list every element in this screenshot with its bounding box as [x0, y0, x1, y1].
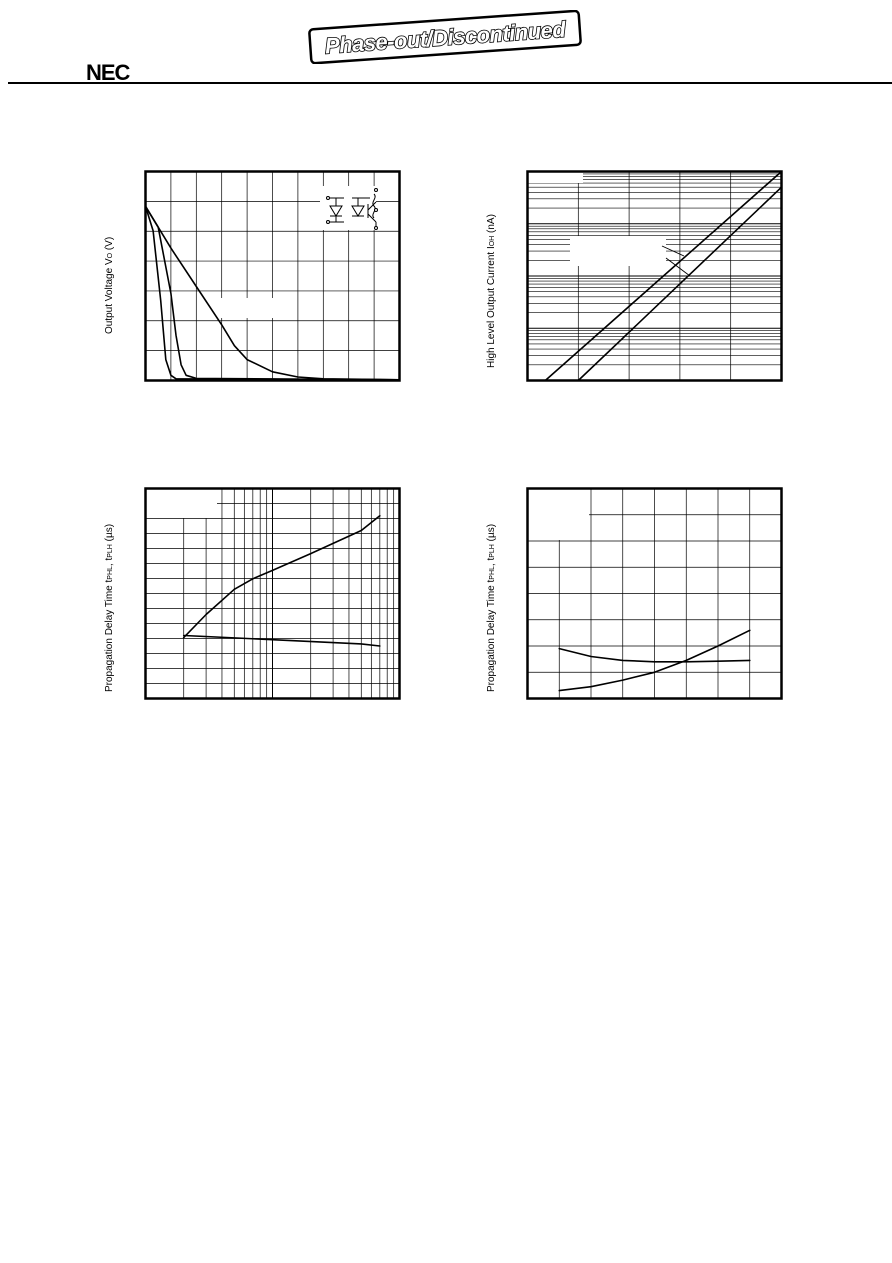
propagation-delay-linear-y-axis-label: Propagation Delay Time tPHL, tPLH (µs)	[486, 523, 497, 692]
series-line-1	[182, 514, 381, 639]
circuit-symbol-icon	[326, 188, 378, 230]
series-line-2	[577, 186, 783, 382]
label-area	[145, 488, 217, 518]
propagation-delay-log-chart	[144, 487, 401, 700]
annotation-leader	[661, 245, 685, 257]
propagation-delay-log-y-axis-label: Propagation Delay Time tPHL, tPLH (µs)	[104, 523, 115, 692]
plot-frame	[144, 170, 401, 382]
header-rule	[8, 82, 892, 84]
series-line-1	[144, 205, 401, 381]
propagation-delay-log-plot	[144, 487, 401, 700]
label-area	[527, 171, 583, 183]
annotation-leader	[665, 257, 691, 277]
output-voltage-chart	[144, 170, 401, 382]
plot-frame	[144, 487, 401, 700]
propagation-delay-linear-chart	[526, 487, 783, 700]
high-level-output-current-chart	[526, 170, 783, 382]
phase-out-stamp: Phase-out/Discontinued	[308, 10, 582, 64]
plot-frame	[526, 170, 783, 382]
curve-label-area	[214, 298, 276, 318]
label-area	[527, 488, 589, 540]
series-line-1	[544, 170, 783, 382]
high-level-output-current-plot	[526, 170, 783, 382]
output-voltage-y-axis-label: Output Voltage VO (V)	[104, 236, 115, 334]
propagation-delay-linear-plot	[526, 487, 783, 700]
series-line-1	[558, 647, 751, 663]
series-line-2	[144, 205, 401, 381]
series-line-2	[182, 634, 381, 647]
plot-frame	[526, 487, 783, 700]
high-level-output-current-y-axis-label: High Level Output Current IOH (nA)	[486, 214, 497, 368]
curve-label-area	[570, 236, 666, 266]
series-line-3	[144, 205, 401, 381]
nec-logo: NEC	[86, 60, 130, 85]
output-voltage-plot	[144, 170, 401, 382]
series-line-2	[558, 629, 751, 692]
